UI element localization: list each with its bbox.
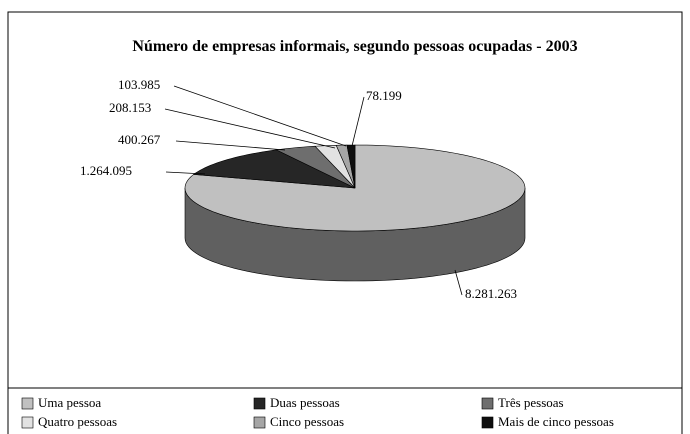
leader-line bbox=[175, 140, 286, 151]
legend-label: Cinco pessoas bbox=[270, 414, 344, 429]
legend-swatch bbox=[21, 397, 34, 410]
legend-swatch bbox=[253, 416, 266, 429]
data-label: 8.281.263 bbox=[465, 286, 517, 301]
data-label: 78.199 bbox=[366, 88, 402, 103]
data-label: 208.153 bbox=[109, 100, 151, 115]
leader-line bbox=[164, 108, 336, 149]
leader-line bbox=[165, 171, 206, 175]
slice bbox=[192, 149, 356, 189]
legend-label: Uma pessoa bbox=[38, 395, 101, 410]
data-label: 1.264.095 bbox=[80, 163, 132, 178]
data-label: 103.985 bbox=[118, 77, 160, 92]
legend-swatch bbox=[253, 397, 266, 410]
legend-swatch bbox=[481, 416, 494, 429]
legend-label: Duas pessoas bbox=[270, 395, 340, 410]
leader-line bbox=[351, 96, 365, 147]
legend-box bbox=[7, 387, 683, 434]
legend-label: Três pessoas bbox=[498, 395, 564, 410]
legend-swatch bbox=[481, 397, 494, 410]
legend-label: Quatro pessoas bbox=[38, 414, 117, 429]
legend-swatch bbox=[21, 416, 34, 429]
data-label: 400.267 bbox=[118, 132, 161, 147]
leader-line bbox=[173, 85, 347, 147]
slice bbox=[346, 144, 356, 189]
leader-line bbox=[454, 269, 463, 296]
legend-label: Mais de cinco pessoas bbox=[498, 414, 614, 429]
chart-title: Número de empresas informais, segundo pe… bbox=[132, 38, 578, 55]
